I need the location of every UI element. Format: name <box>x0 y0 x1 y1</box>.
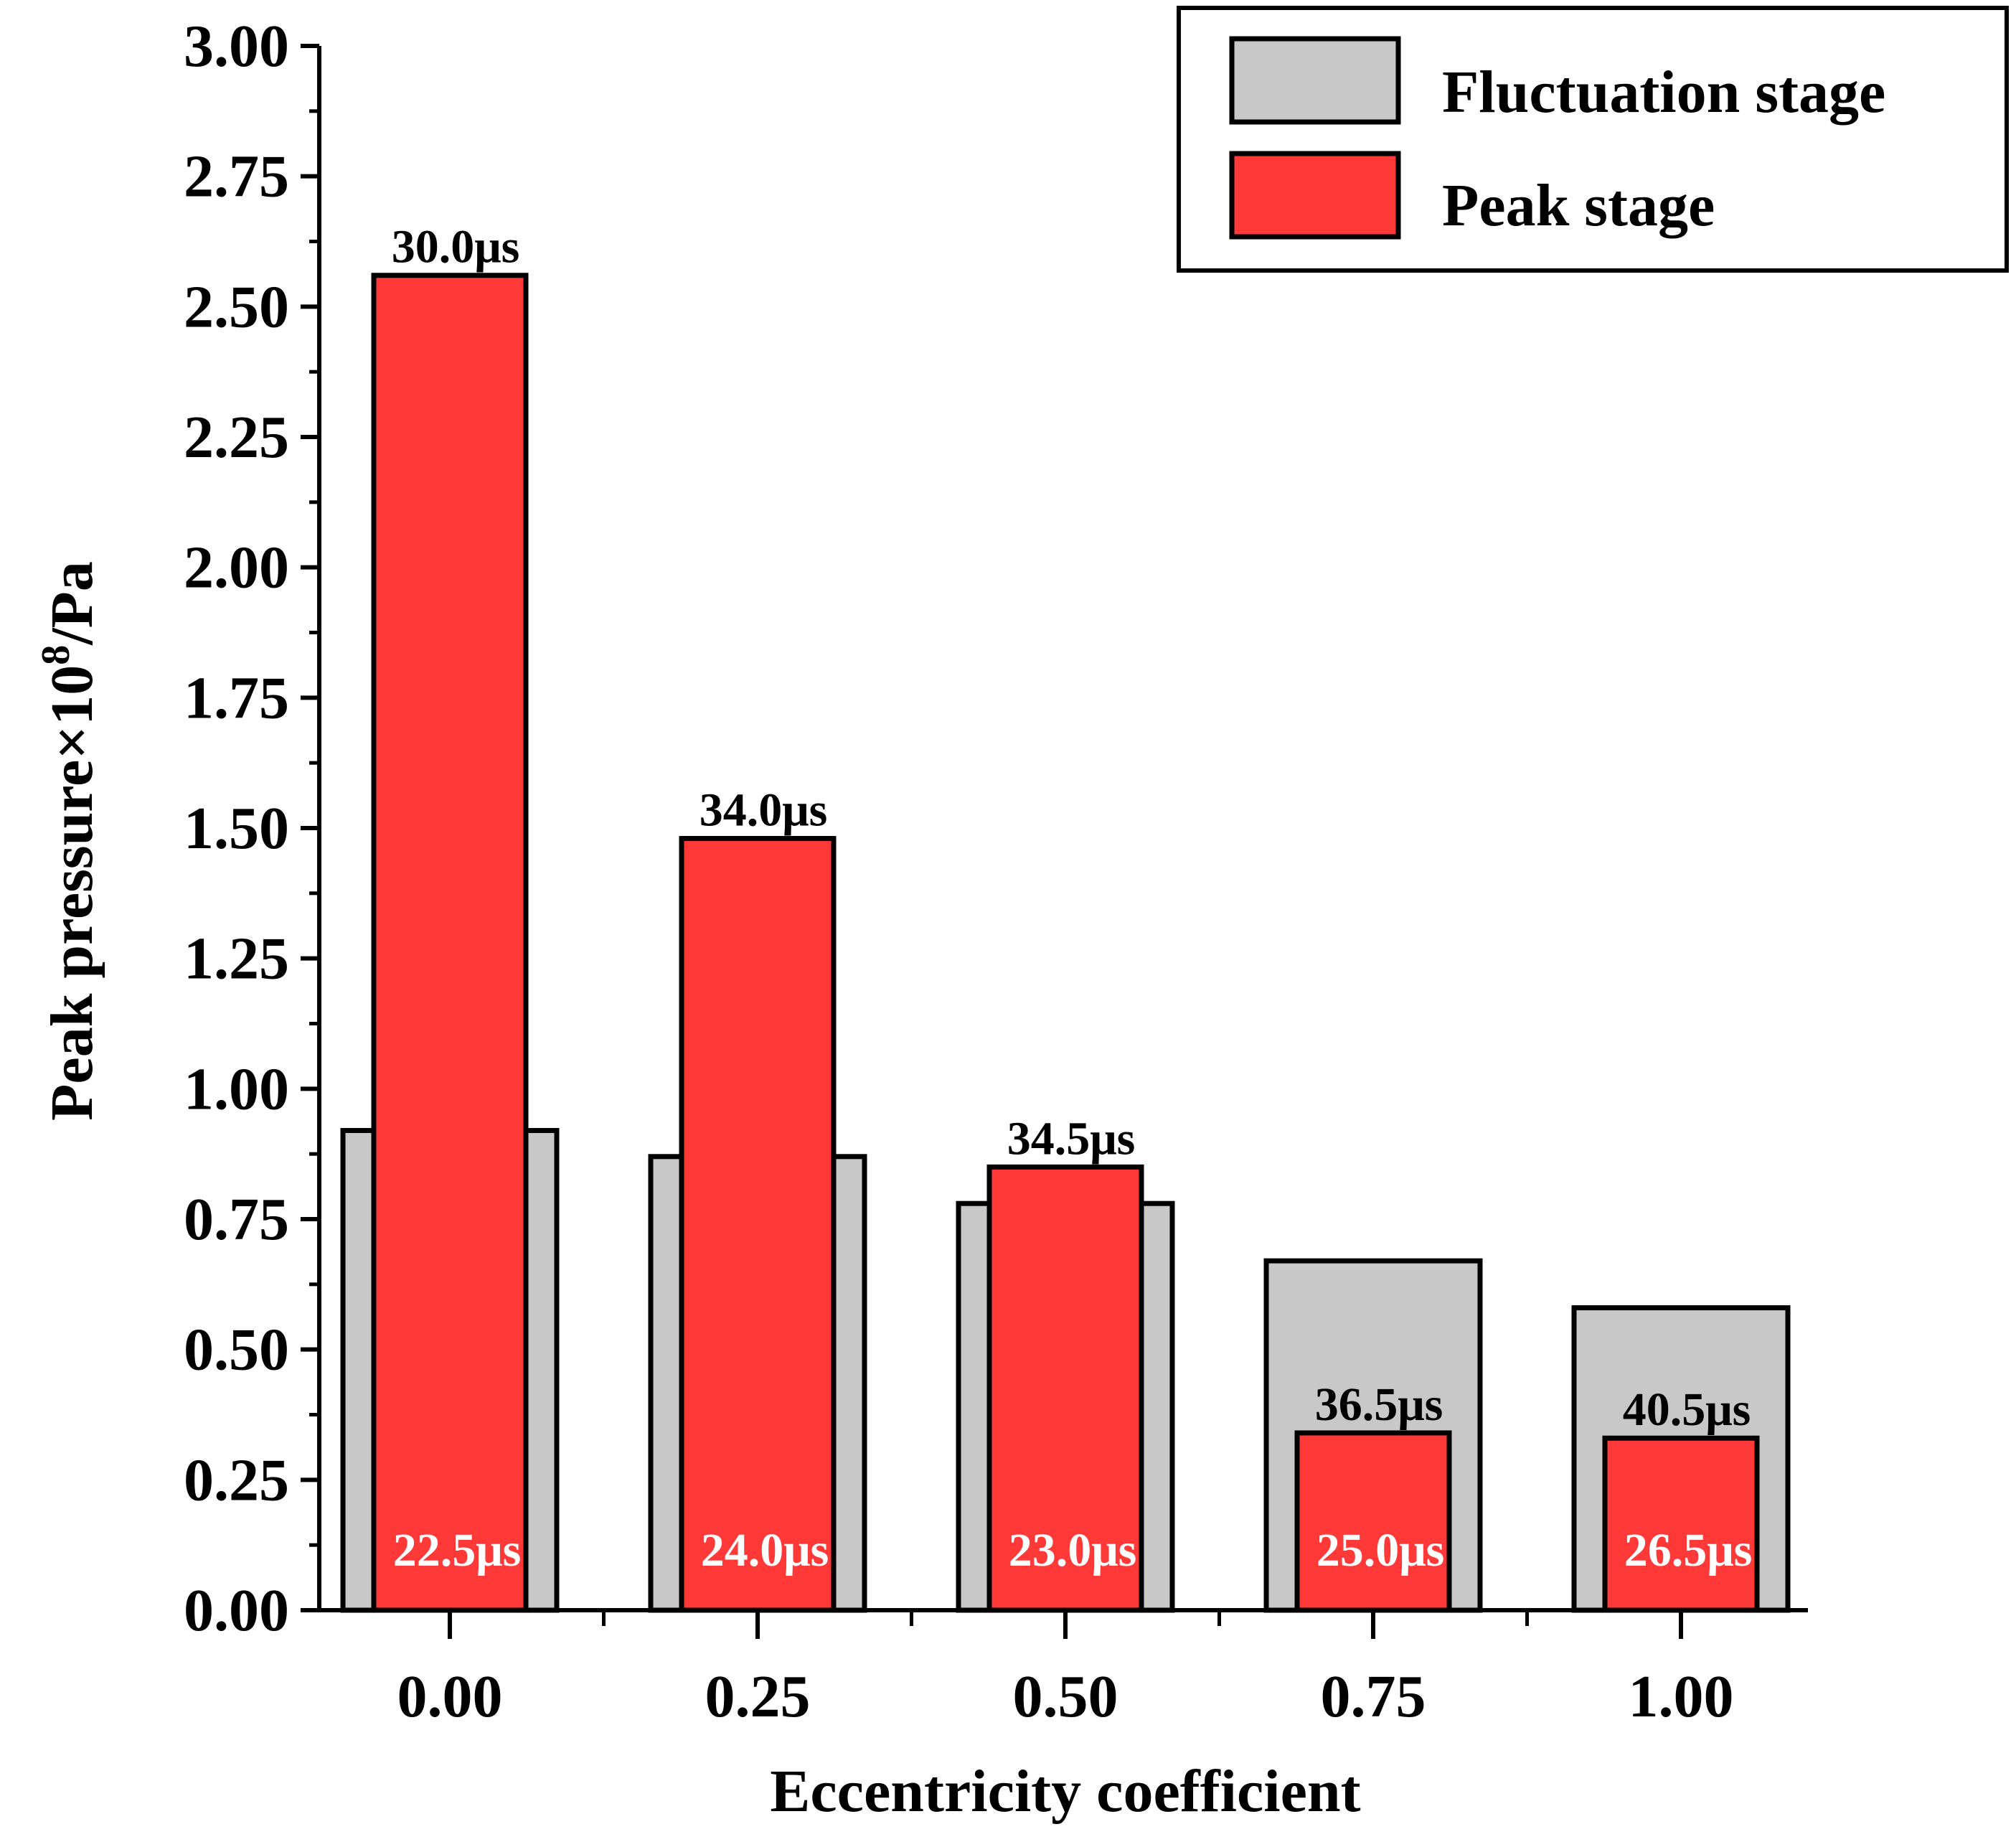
x-axis-title: Eccentricity coefficient <box>770 1758 1360 1825</box>
bar-label-peak-time-1: 34.0μs <box>700 784 828 837</box>
bar-label-fluct-time-2: 23.0μs <box>1009 1524 1137 1576</box>
bar-label-fluct-time-3: 25.0μs <box>1316 1524 1445 1576</box>
y-tick-label-11: 2.75 <box>184 144 289 210</box>
bar-label-peak-time-3: 36.5μs <box>1315 1378 1443 1431</box>
bar-label-peak-time-2: 34.5μs <box>1007 1112 1136 1165</box>
y-tick-label-6: 1.50 <box>184 795 289 862</box>
bar-label-fluct-time-4: 26.5μs <box>1624 1524 1753 1576</box>
bar-peak-1 <box>679 836 837 1613</box>
y-axis-title-exponent: 8 <box>34 645 78 665</box>
y-tick-label-7: 1.75 <box>184 664 289 731</box>
y-tick-label-12: 3.00 <box>184 13 289 80</box>
bar-peak-2 <box>986 1164 1144 1613</box>
legend-swatch-fluctuation <box>1229 36 1401 125</box>
y-tick-label-8: 2.00 <box>184 535 289 601</box>
bar-label-fluct-time-0: 22.5μs <box>393 1524 522 1576</box>
y-tick-label-2: 0.50 <box>184 1317 289 1383</box>
bar-time-labels: 30.0μs 34.0μs 34.5μs 36.5μs 40.5μs 22.5μs 24.0… <box>392 221 1753 1576</box>
legend: Fluctuation stage Peak stage <box>1177 6 2009 273</box>
y-tick-label-1: 0.25 <box>184 1447 289 1513</box>
bar-label-peak-time-0: 30.0μs <box>392 221 520 273</box>
x-tick-label-2: 0.50 <box>1013 1663 1118 1730</box>
y-axis-title: Peak pressure×108/Pa <box>34 561 105 1121</box>
axes: 0.00 0.25 0.50 0.75 1.00 1.25 1.50 1.75 2.00 2.25… <box>184 13 1808 1730</box>
legend-label-peak: Peak stage <box>1442 172 1715 239</box>
y-tick-label-4: 1.00 <box>184 1056 289 1122</box>
peak-stage-bars <box>371 273 1760 1613</box>
y-tick-label-9: 2.25 <box>184 404 289 471</box>
x-tick-label-1: 0.25 <box>705 1663 811 1730</box>
x-tick-label-4: 1.00 <box>1629 1663 1734 1730</box>
x-tick-label-0: 0.00 <box>397 1663 503 1730</box>
y-tick-label-10: 2.50 <box>184 273 289 340</box>
y-axis-title-main: Peak pressure×10 <box>39 665 105 1121</box>
y-axis-title-unit: /Pa <box>39 561 105 646</box>
bar-peak-3 <box>1294 1430 1452 1613</box>
y-tick-label-0: 0.00 <box>184 1577 289 1644</box>
bar-label-peak-time-4: 40.5μs <box>1623 1383 1751 1436</box>
y-tick-label-3: 0.75 <box>184 1186 289 1253</box>
bar-label-fluct-time-1: 24.0μs <box>701 1524 829 1576</box>
x-tick-label-3: 0.75 <box>1321 1663 1426 1730</box>
legend-label-fluctuation: Fluctuation stage <box>1442 59 1885 126</box>
legend-swatch-peak <box>1229 151 1401 240</box>
y-tick-label-5: 1.25 <box>184 926 289 992</box>
bar-peak-0 <box>371 273 529 1613</box>
